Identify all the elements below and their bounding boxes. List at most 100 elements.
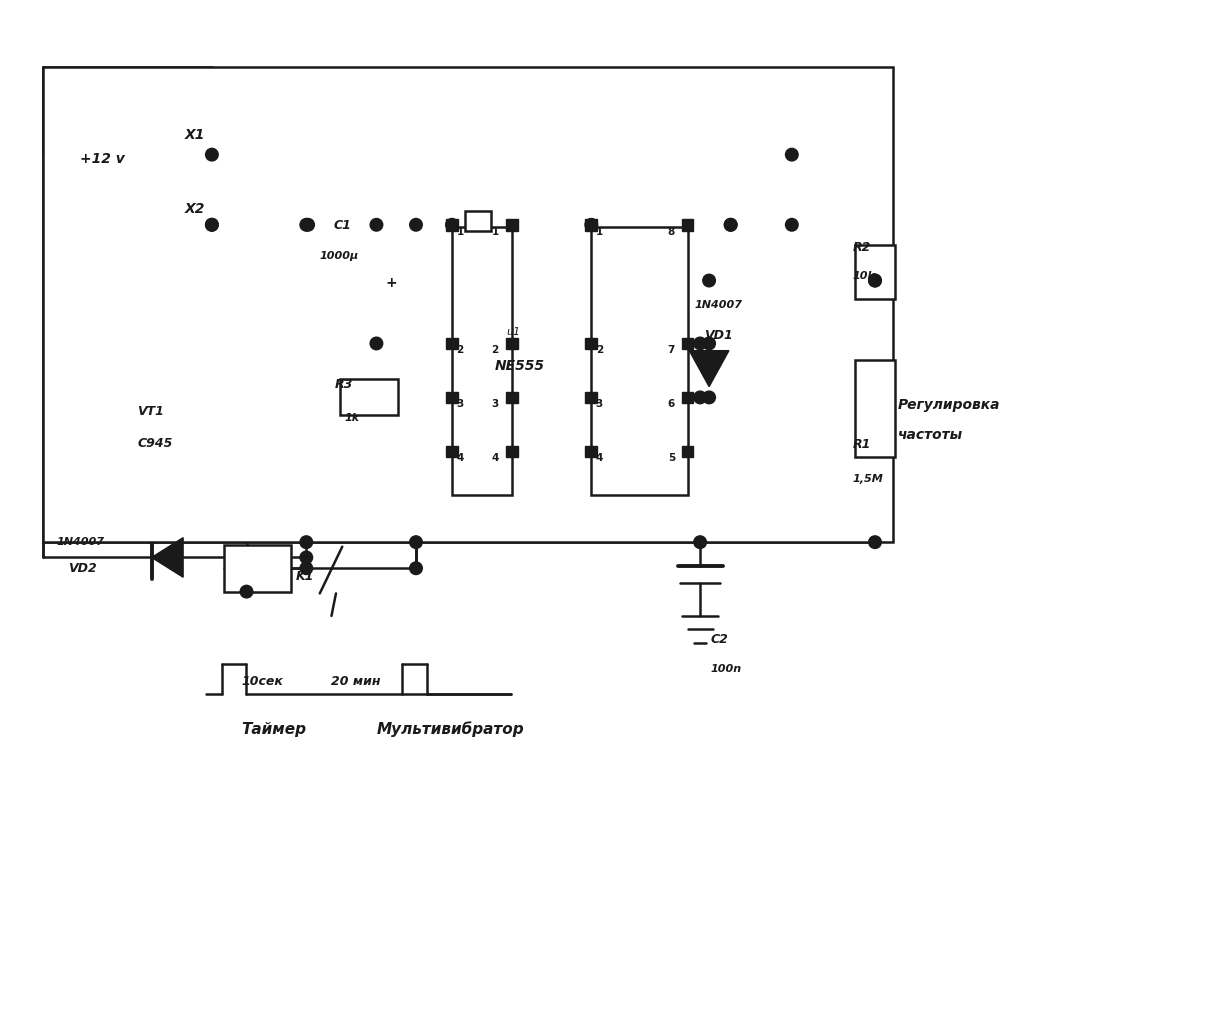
Circle shape [584,218,598,231]
Text: 2: 2 [595,345,603,356]
Circle shape [371,337,383,350]
Circle shape [409,535,423,549]
Circle shape [694,535,706,549]
Bar [682,391,694,403]
Circle shape [786,148,798,161]
Text: 1k: 1k [344,412,360,423]
Circle shape [300,551,312,564]
Text: R1: R1 [853,438,871,451]
Circle shape [446,218,458,231]
Text: 100n: 100n [711,664,742,675]
Text: X1: X1 [185,128,205,142]
Text: 6: 6 [668,399,676,409]
Text: 3: 3 [492,399,499,409]
Text: 4: 4 [492,453,499,463]
Text: 2: 2 [457,345,464,356]
Text: C2: C2 [711,633,729,645]
Text: 1N4007: 1N4007 [695,300,742,310]
Text: 20 мин: 20 мин [332,675,382,688]
Text: 1: 1 [492,227,499,237]
Text: VD1: VD1 [703,328,733,341]
Text: C1: C1 [333,219,351,232]
Bar [855,245,895,299]
Circle shape [241,585,253,597]
Circle shape [205,218,219,231]
Bar [446,218,458,231]
Bar [507,445,518,457]
Circle shape [702,274,716,287]
Text: 5: 5 [668,453,676,463]
Bar [586,391,597,403]
Text: 4: 4 [457,453,464,463]
Circle shape [869,535,881,549]
Bar [507,391,518,403]
Polygon shape [689,351,729,387]
Circle shape [300,535,312,549]
Text: Мультивибратор: Мультивибратор [377,721,524,738]
Circle shape [300,562,312,574]
Circle shape [869,274,881,287]
Text: R3: R3 [335,378,354,391]
Bar [224,545,292,591]
Bar [682,445,694,457]
Bar [586,337,597,350]
Bar [465,211,491,231]
Text: 7: 7 [668,345,676,356]
Text: K1: K1 [295,570,313,582]
Bar [43,66,893,543]
Text: 4: 4 [595,453,603,463]
Text: u1: u1 [505,327,520,337]
Polygon shape [152,537,183,577]
Circle shape [702,391,716,403]
Bar [452,227,513,495]
Text: Регулировка: Регулировка [898,398,1000,411]
Circle shape [300,218,312,231]
Text: X2: X2 [185,202,205,215]
Text: VD2: VD2 [68,563,97,575]
Circle shape [205,148,219,161]
Circle shape [409,218,423,231]
Circle shape [205,218,219,231]
Text: 10k: 10k [853,270,876,280]
Text: 1N4007: 1N4007 [56,536,104,547]
Text: 3: 3 [595,399,603,409]
Text: 1000µ: 1000µ [320,251,358,261]
Circle shape [786,218,798,231]
Text: Таймер: Таймер [242,722,306,738]
Bar [507,337,518,350]
Text: 1: 1 [457,227,464,237]
Circle shape [694,391,706,403]
Text: C945: C945 [137,437,173,449]
Text: 1,5M: 1,5M [853,473,883,484]
Bar [446,391,458,403]
Circle shape [702,337,716,350]
Bar [592,227,688,495]
Text: 10сек: 10сек [242,675,283,688]
Bar [682,218,694,231]
Bar [340,379,399,416]
Circle shape [409,562,423,574]
Circle shape [371,218,383,231]
Circle shape [301,218,315,231]
Text: 8: 8 [668,227,676,237]
Circle shape [724,218,738,231]
Circle shape [724,218,738,231]
Bar [586,445,597,457]
Text: 2: 2 [492,345,499,356]
Text: 1: 1 [595,227,603,237]
Bar [586,218,597,231]
Bar [446,337,458,350]
Bar [855,360,895,457]
Text: R2: R2 [853,241,871,254]
Bar [507,218,518,231]
Circle shape [694,337,706,350]
Text: NE555: NE555 [495,359,546,373]
Text: +: + [385,275,397,290]
Circle shape [869,274,881,287]
Text: +12 v: +12 v [80,152,124,167]
Text: VT1: VT1 [137,405,164,419]
Text: частоты: частоты [898,429,963,442]
Bar [682,337,694,350]
Bar [446,445,458,457]
Text: 3: 3 [457,399,464,409]
